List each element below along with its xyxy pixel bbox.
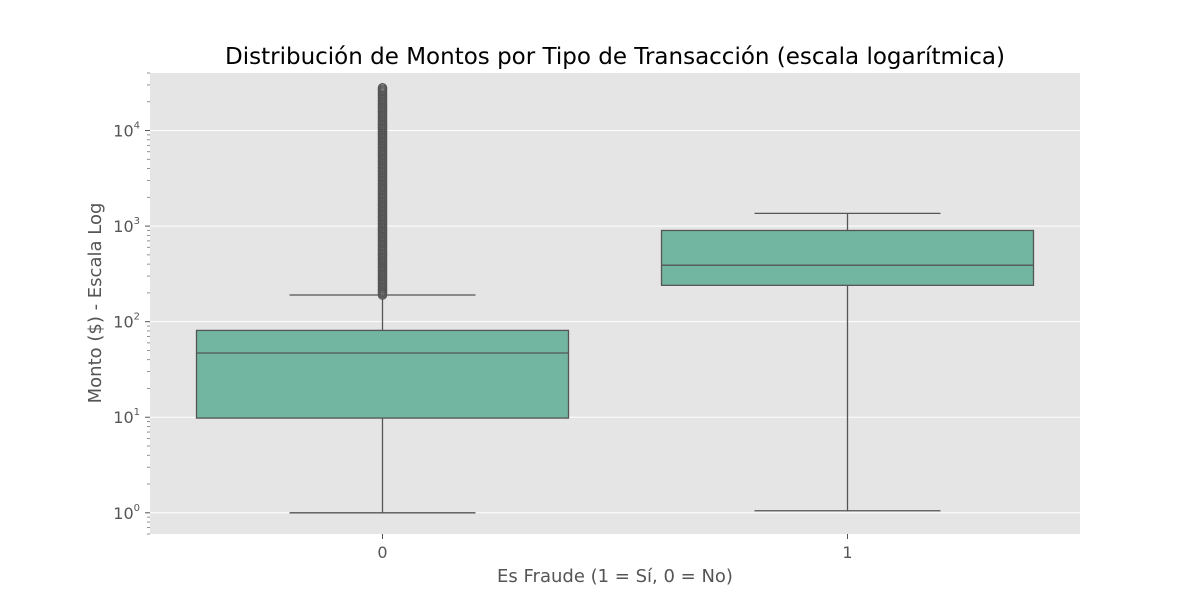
boxes [195,83,1035,514]
iqr-box [660,229,1035,286]
box-group [195,83,570,514]
iqr-box [195,329,570,419]
plot-background [150,73,1080,534]
y-tick-labels: 100 101 102 103 104 [113,121,140,523]
box-group [660,212,1035,512]
outlier-points [377,83,388,300]
y-tick-label: 104 [113,121,140,141]
y-axis-label: Monto ($) - Escala Log [85,203,106,404]
chart-title: Distribución de Montos por Tipo de Trans… [225,44,1005,70]
x-tick-label: 1 [842,543,852,562]
y-minor-ticks [145,72,150,535]
y-tick-label: 100 [113,503,140,523]
x-tick-label: 0 [377,543,387,562]
y-tick-label: 101 [113,407,140,427]
y-tick-label: 102 [113,312,140,332]
x-axis-label: Es Fraude (1 = Sí, 0 = No) [497,566,733,587]
outlier-point [377,83,388,93]
y-tick-label: 103 [113,216,140,236]
